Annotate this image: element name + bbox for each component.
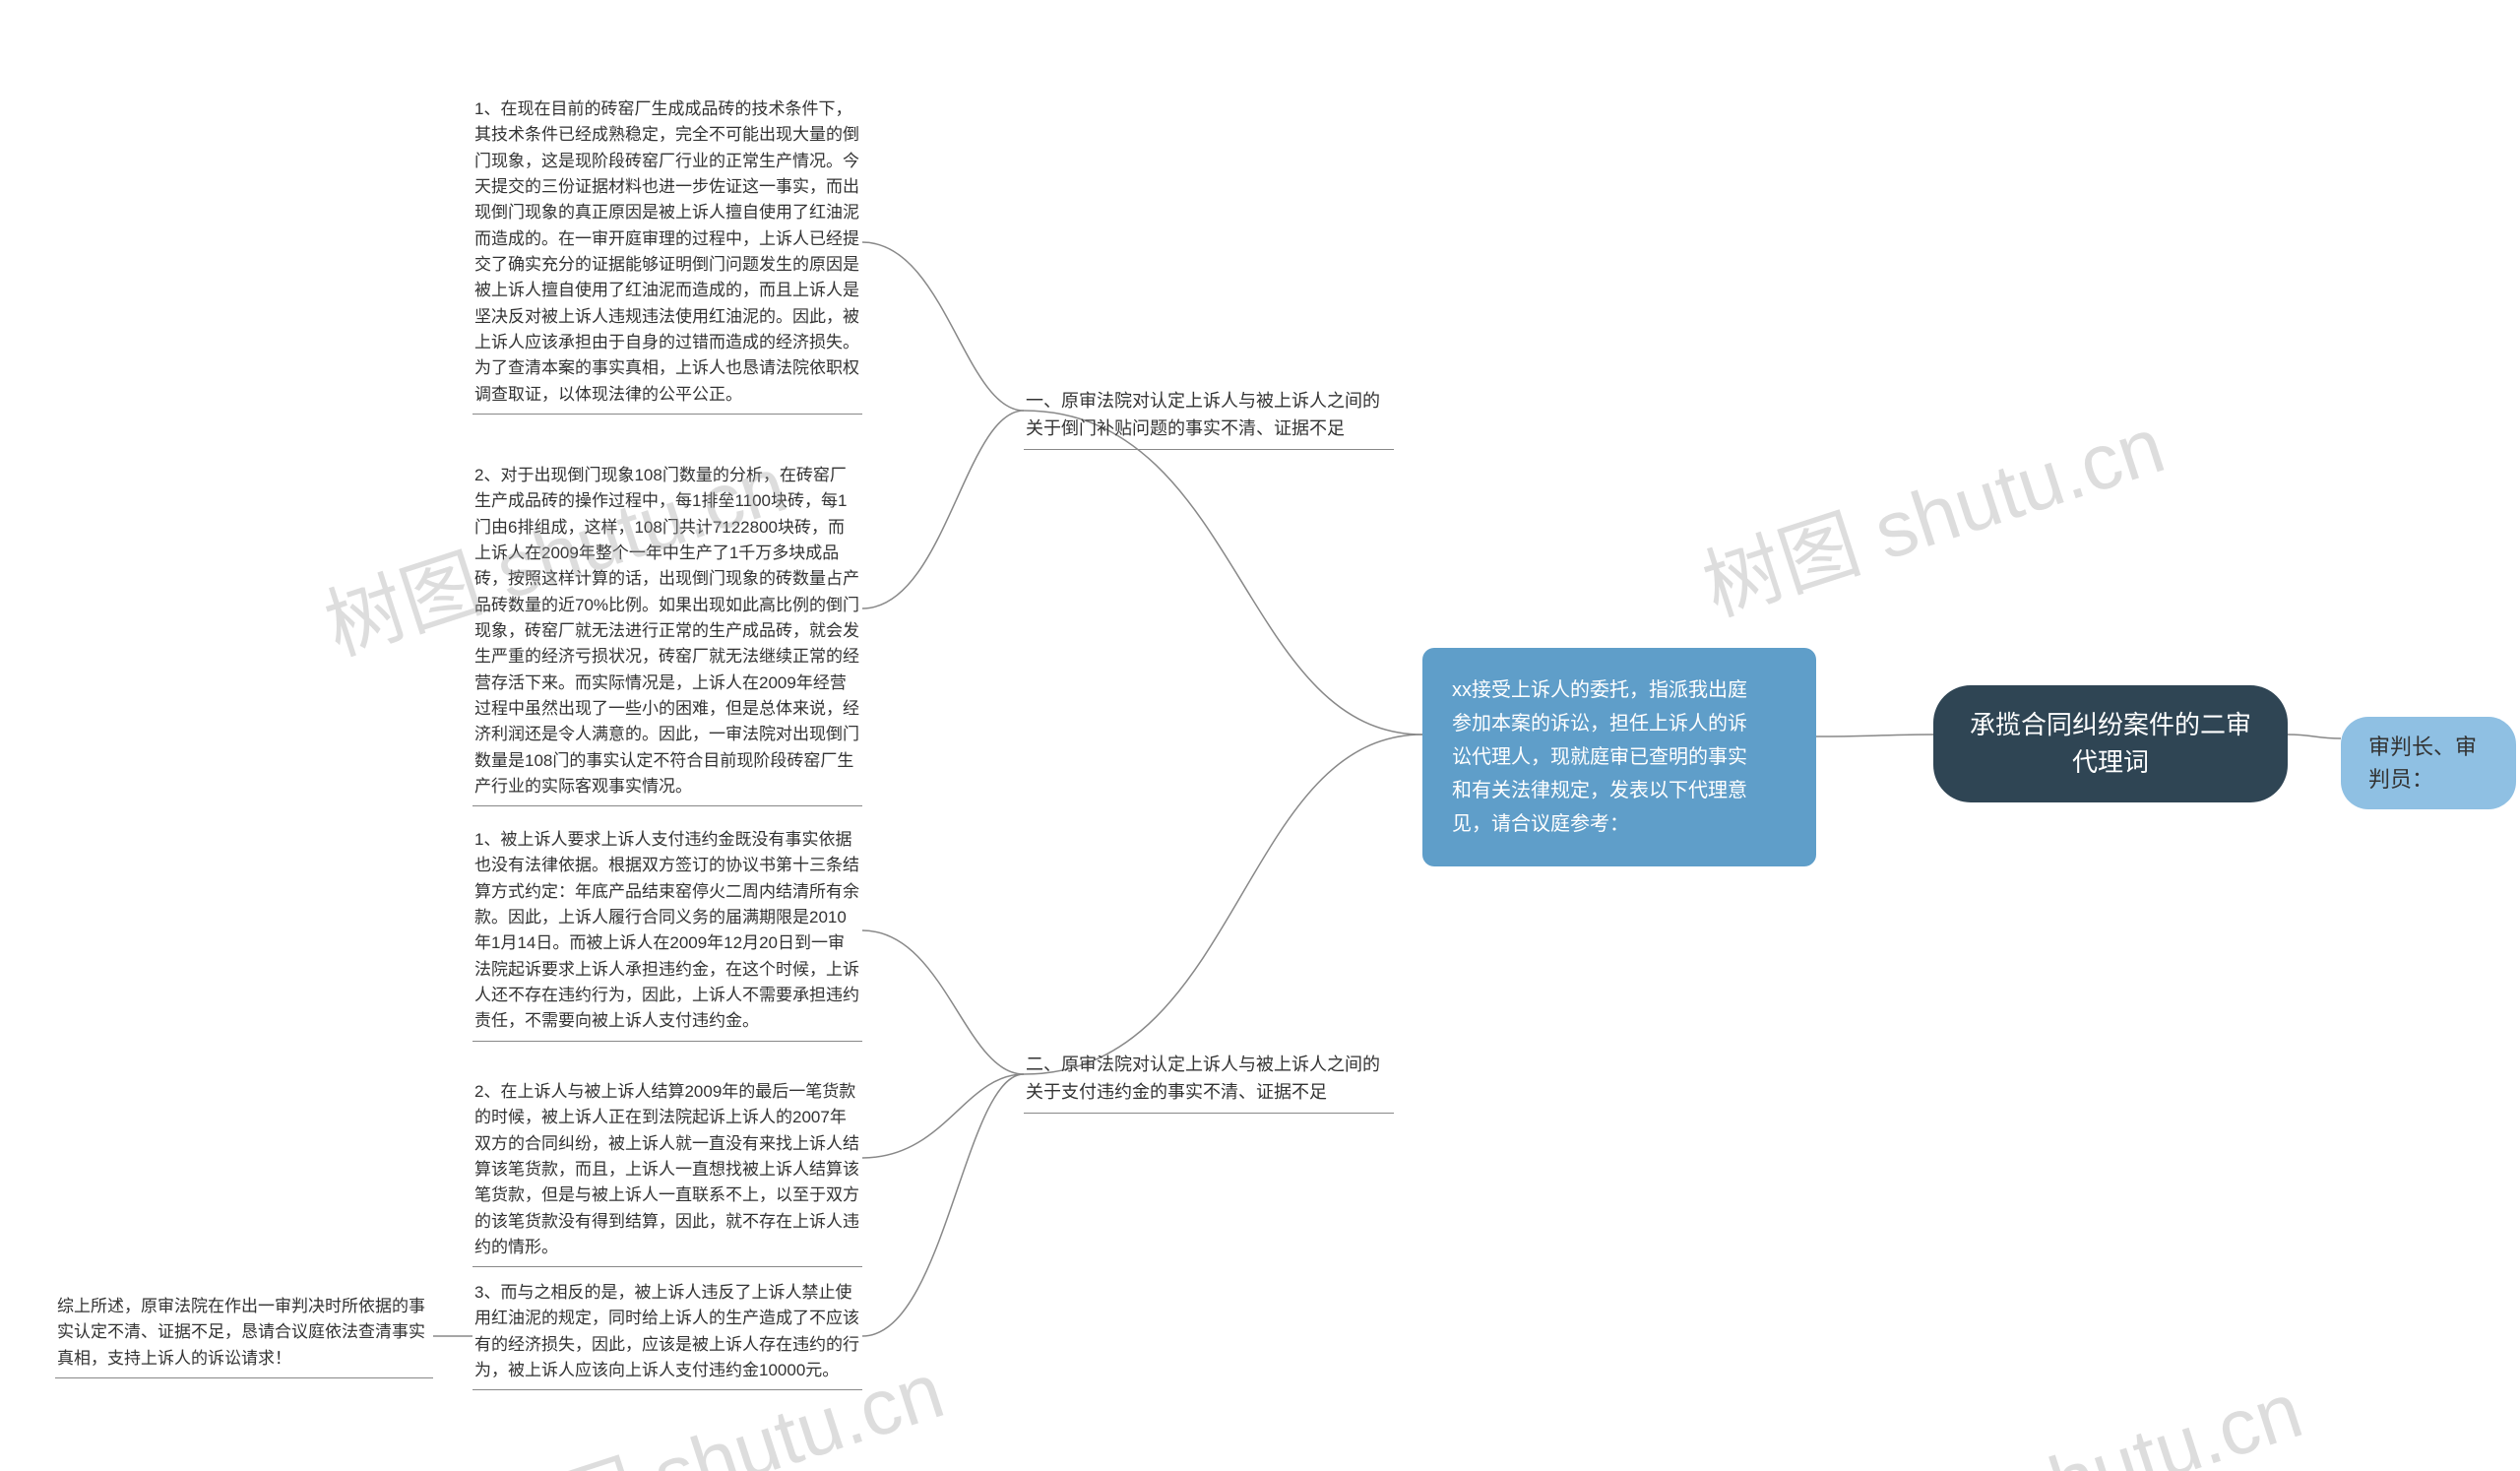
connector-edge [1816,735,1933,736]
connector-edge [2288,735,2341,738]
connector-edge [862,411,1024,608]
connector-edge [862,242,1024,411]
intro-line: 见，请合议庭参考： [1452,807,1787,841]
connector-edge [1024,411,1422,735]
section-title-line: 关于支付违约金的事实不清、证据不足 [1026,1079,1392,1107]
conclusion-text: 综上所述，原审法院在作出一审判决时所依据的事实认定不清、证据不足，恳请合议庭依法… [57,1297,425,1368]
connector-edge [1024,735,1422,1074]
section2-leaf-1: 1、被上诉人要求上诉人支付违约金既没有事实依据也没有法律依据。根据双方签订的协议… [472,825,862,1042]
central-topic: 承揽合同纠纷案件的二审代理词 [1933,685,2288,802]
connector-edge [862,930,1024,1074]
section1-leaf-1: 1、在现在目前的砖窑厂生成成品砖的技术条件下，其技术条件已经成熟稳定，完全不可能… [472,95,862,415]
watermark: 树图 shutu.cn [1825,1347,2314,1471]
section-title-line: 一、原审法院对认定上诉人与被上诉人之间的 [1026,388,1392,416]
connector-edge [862,1074,1024,1158]
right-child-judges: 审判长、审判员： [2341,717,2516,809]
watermark: 树图 shutu.cn [1687,382,2176,638]
section-title-line: 二、原审法院对认定上诉人与被上诉人之间的 [1026,1052,1392,1079]
intro-line: 和有关法律规定，发表以下代理意 [1452,774,1787,807]
right-child-label: 审判长、审判员： [2368,735,2477,792]
intro-line: 参加本案的诉讼，担任上诉人的诉 [1452,707,1787,740]
intro-box: xx接受上诉人的委托，指派我出庭参加本案的诉讼，担任上诉人的诉讼代理人，现就庭审… [1422,648,1816,866]
section2-leaf-3: 3、而与之相反的是，被上诉人违反了上诉人禁止使用红油泥的规定，同时给上诉人的生产… [472,1278,862,1390]
conclusion-leaf: 综上所述，原审法院在作出一审判决时所依据的事实认定不清、证据不足，恳请合议庭依法… [55,1292,433,1378]
section1-leaf-2: 2、对于出现倒门现象108门数量的分析，在砖窑厂生产成品砖的操作过程中，每1排垒… [472,461,862,806]
connector-edge [862,1074,1024,1336]
section-title-line: 关于倒门补贴问题的事实不清、证据不足 [1026,416,1392,443]
central-line: 承揽合同纠纷案件的二审 [1969,707,2252,744]
section2-leaf-2: 2、在上诉人与被上诉人结算2009年的最后一笔货款的时候，被上诉人正在到法院起诉… [472,1077,862,1267]
intro-line: xx接受上诉人的委托，指派我出庭 [1452,673,1787,707]
central-line: 代理词 [1969,744,2252,782]
section2-title: 二、原审法院对认定上诉人与被上诉人之间的关于支付违约金的事实不清、证据不足 [1024,1048,1394,1114]
section1-title: 一、原审法院对认定上诉人与被上诉人之间的关于倒门补贴问题的事实不清、证据不足 [1024,384,1394,450]
intro-line: 讼代理人，现就庭审已查明的事实 [1452,740,1787,774]
